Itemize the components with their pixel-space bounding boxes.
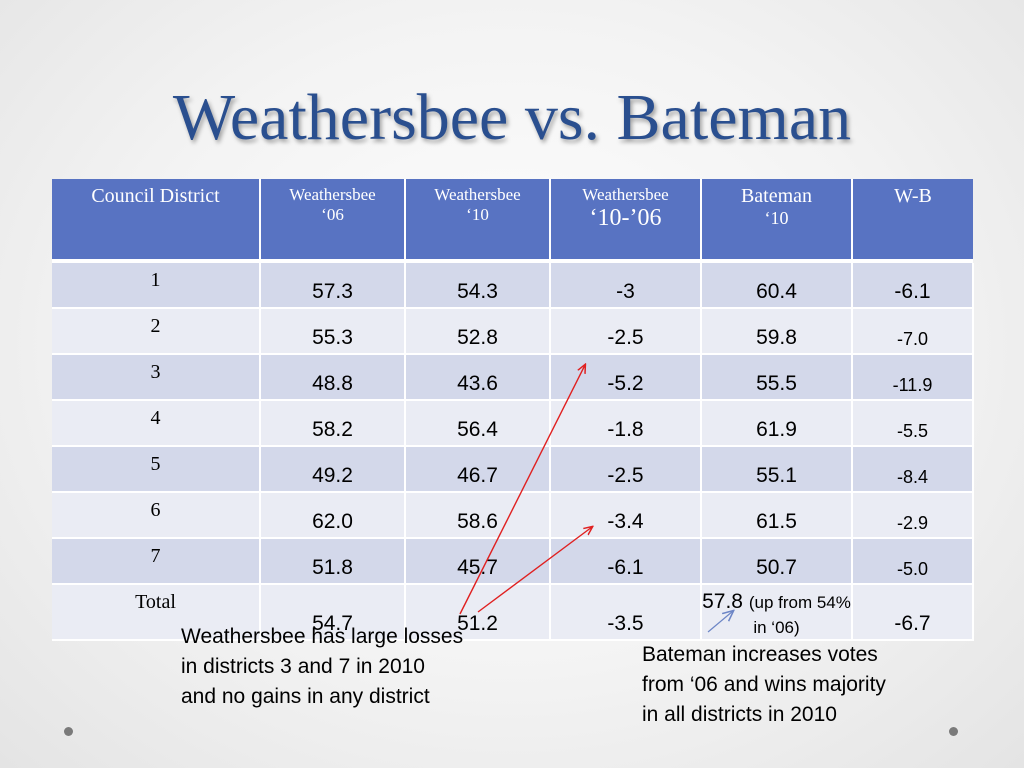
header-sublabel: ‘10	[764, 208, 789, 228]
note-line: in districts 3 and 7 in 2010	[181, 655, 425, 678]
weathersbee-06-cell: 55.3	[260, 308, 406, 355]
table-row: 7 51.8 45.7 -6.1 50.7 -5.0	[52, 538, 974, 585]
table-row: 4 58.2 56.4 -1.8 61.9 -5.5	[52, 400, 974, 447]
header-w-minus-b: W-B	[852, 179, 973, 259]
arrow-to-bateman-total	[707, 611, 733, 633]
weathersbee-06-cell: 51.8	[260, 538, 406, 585]
weathersbee-10-cell: 58.6	[405, 492, 551, 539]
header-row: Council District Weathersbee ‘06 Weather…	[52, 179, 973, 259]
note-line: from ‘06 and wins majority	[642, 673, 886, 696]
district-cell: 4	[52, 400, 261, 447]
note-line: Weathersbee has large losses	[181, 625, 464, 648]
weathersbee-10-cell: 54.3	[405, 263, 551, 309]
header-weathersbee-diff: Weathersbee ‘10-’06	[550, 179, 702, 259]
w-minus-b-cell: -5.0	[851, 538, 974, 585]
weathersbee-diff-cell: -5.2	[550, 354, 702, 401]
results-table: Council District Weathersbee ‘06 Weather…	[52, 179, 974, 642]
header-label: Bateman	[740, 185, 813, 207]
weathersbee-note: Weathersbee has large losses in district…	[181, 622, 463, 712]
header-council-district: Council District	[52, 179, 261, 259]
district-cell: 2	[52, 308, 261, 355]
weathersbee-diff-cell: -3.4	[550, 492, 702, 539]
note-line: Bateman increases votes	[642, 643, 878, 666]
header-label: Weathersbee	[434, 185, 521, 204]
weathersbee-10-cell: 52.8	[405, 308, 551, 355]
weathersbee-diff-cell: -1.8	[550, 400, 702, 447]
w-minus-b-cell: -6.1	[851, 263, 974, 309]
w-minus-b-cell: -7.0	[851, 308, 974, 355]
bateman-10-cell: 55.1	[701, 446, 853, 493]
table-row: 6 62.0 58.6 -3.4 61.5 -2.9	[52, 492, 974, 539]
header-label: Weathersbee	[289, 185, 376, 204]
weathersbee-diff-cell: -2.5	[550, 446, 702, 493]
bateman-note: Bateman increases votes from ‘06 and win…	[642, 640, 886, 730]
bateman-total-value: 57.8	[702, 590, 743, 613]
bateman-10-cell: 61.9	[701, 400, 853, 447]
header-sublabel: ‘06	[321, 204, 344, 224]
table-row: 3 48.8 43.6 -5.2 55.5 -11.9	[52, 354, 974, 401]
header-label: Weathersbee	[582, 185, 669, 204]
table-row: 2 55.3 52.8 -2.5 59.8 -7.0	[52, 308, 974, 355]
decorative-dot-right	[949, 727, 958, 736]
weathersbee-diff-cell: -3.5	[550, 584, 702, 642]
arrow-to-district-3	[459, 365, 585, 615]
bateman-10-cell: 60.4	[701, 263, 853, 309]
table-row: 5 49.2 46.7 -2.5 55.1 -8.4	[52, 446, 974, 493]
weathersbee-10-cell: 56.4	[405, 400, 551, 447]
header-bateman-10: Bateman ‘10	[701, 179, 853, 259]
w-minus-b-cell: -6.7	[851, 584, 974, 642]
bateman-10-cell: 59.8	[701, 308, 853, 355]
district-cell: 3	[52, 354, 261, 401]
bateman-10-cell: 50.7	[701, 538, 853, 585]
header-sublabel: ‘10-’06	[589, 204, 662, 231]
weathersbee-06-cell: 62.0	[260, 492, 406, 539]
total-row: Total 54.7 51.2 -3.5 57.8 (up from 54% i…	[52, 584, 974, 642]
weathersbee-06-cell: 48.8	[260, 354, 406, 401]
weathersbee-10-cell: 51.2	[405, 584, 551, 642]
weathersbee-diff-cell: -3	[550, 263, 702, 309]
w-minus-b-cell: -11.9	[851, 354, 974, 401]
bateman-total-note: (up from 54% in ‘06)	[748, 593, 851, 638]
district-cell: 5	[52, 446, 261, 493]
district-cell: 1	[52, 263, 261, 309]
district-cell: 6	[52, 492, 261, 539]
w-minus-b-cell: -5.5	[851, 400, 974, 447]
note-line: in all districts in 2010	[642, 703, 837, 726]
district-cell: Total	[52, 584, 261, 642]
weathersbee-10-cell: 46.7	[405, 446, 551, 493]
weathersbee-10-cell: 43.6	[405, 354, 551, 401]
weathersbee-06-cell: 49.2	[260, 446, 406, 493]
header-label: W-B	[894, 185, 932, 207]
header-sublabel: ‘10	[466, 204, 489, 224]
header-weathersbee-10: Weathersbee ‘10	[405, 179, 551, 259]
bateman-10-cell: 55.5	[701, 354, 853, 401]
bateman-10-cell: 61.5	[701, 492, 853, 539]
header-weathersbee-06: Weathersbee ‘06	[260, 179, 406, 259]
w-minus-b-cell: -8.4	[851, 446, 974, 493]
note-line: and no gains in any district	[181, 685, 430, 708]
arrow-to-district-7	[477, 527, 592, 613]
w-minus-b-cell: -2.9	[851, 492, 974, 539]
table-row: 1 57.3 54.3 -3 60.4 -6.1	[52, 263, 974, 309]
slide-title: Weathersbee vs. Bateman	[172, 81, 852, 154]
district-cell: 7	[52, 538, 261, 585]
weathersbee-diff-cell: -2.5	[550, 308, 702, 355]
header-label: Council District	[91, 185, 220, 207]
weathersbee-10-cell: 45.7	[405, 538, 551, 585]
weathersbee-06-cell: 58.2	[260, 400, 406, 447]
weathersbee-06-cell: 57.3	[260, 263, 406, 309]
weathersbee-diff-cell: -6.1	[550, 538, 702, 585]
decorative-dot-left	[64, 727, 73, 736]
weathersbee-06-cell: 54.7	[260, 584, 406, 642]
